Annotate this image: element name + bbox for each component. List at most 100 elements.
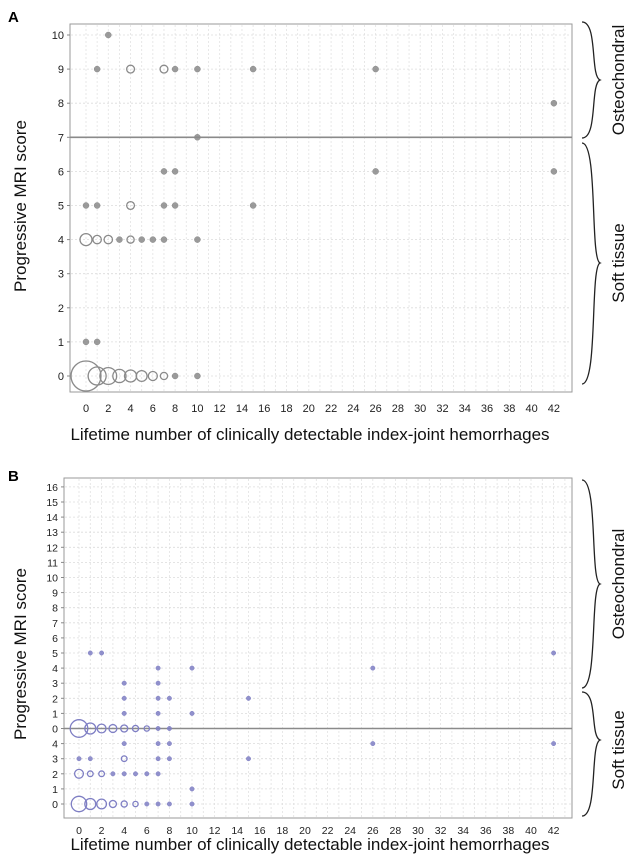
y-tick-label: 8 xyxy=(52,603,58,615)
data-point xyxy=(194,236,201,243)
data-point xyxy=(144,801,150,807)
panel-b-osteochondral-bracket xyxy=(581,479,602,689)
data-point xyxy=(82,202,90,209)
x-tick-label: 38 xyxy=(503,403,515,415)
data-point xyxy=(87,366,107,386)
x-tick-label: 14 xyxy=(236,403,248,415)
data-point xyxy=(189,786,195,792)
data-point xyxy=(189,665,195,671)
panel-b-y-axis-title: Progressive MRI score xyxy=(11,568,30,740)
x-tick-label: 16 xyxy=(258,403,270,415)
panel-b-x-axis-title: Lifetime number of clinically detectable… xyxy=(70,835,549,854)
data-point xyxy=(372,65,379,73)
data-point xyxy=(84,797,97,811)
panel-a-osteochondral-label: Osteochondral xyxy=(609,25,628,136)
x-tick-label: 22 xyxy=(322,825,334,837)
x-tick-label: 42 xyxy=(548,403,560,415)
data-point xyxy=(171,202,179,209)
data-point xyxy=(110,771,116,777)
x-tick-label: 6 xyxy=(144,825,150,837)
panel-a-y-tick-labels: 0 1 2 3 4 5 6 7 8 9 10 xyxy=(52,30,70,383)
data-point xyxy=(144,771,150,777)
data-point xyxy=(143,725,151,732)
panel-a-gridlines xyxy=(71,25,571,391)
data-point xyxy=(149,236,157,243)
panel-a-osteochondral-bracket xyxy=(581,21,602,139)
data-point xyxy=(370,741,376,747)
data-point xyxy=(155,665,161,671)
x-tick-label: 34 xyxy=(457,825,469,837)
panel-a-plot-frame xyxy=(69,23,573,393)
x-tick-label: 0 xyxy=(83,403,89,415)
y-tick-label: 6 xyxy=(58,166,64,178)
panel-a-soft-tissue-bracket xyxy=(581,142,602,385)
y-tick-label: 5 xyxy=(58,201,64,213)
x-tick-label: 8 xyxy=(172,403,178,415)
x-tick-label: 22 xyxy=(325,403,337,415)
x-tick-label: 40 xyxy=(525,403,537,415)
data-point xyxy=(121,695,127,701)
panel-b-soft-tissue-bracket xyxy=(581,691,602,817)
data-point xyxy=(147,370,158,382)
data-point xyxy=(171,65,179,73)
x-tick-label: 10 xyxy=(191,403,203,415)
x-tick-label: 28 xyxy=(390,825,402,837)
data-point xyxy=(166,726,172,731)
data-point xyxy=(120,800,128,808)
x-tick-label: 30 xyxy=(414,403,426,415)
y-tick-label: 8 xyxy=(58,98,64,110)
panel-b-points xyxy=(69,650,557,813)
y-tick-label: 2 xyxy=(58,303,64,315)
y-tick-label: 4 xyxy=(52,663,58,675)
data-point xyxy=(551,741,557,747)
data-point xyxy=(87,650,93,656)
x-tick-label: 2 xyxy=(99,825,105,837)
data-point xyxy=(155,756,161,762)
x-tick-label: 2 xyxy=(105,403,111,415)
x-tick-label: 14 xyxy=(231,825,243,837)
data-point xyxy=(82,338,90,346)
x-tick-label: 24 xyxy=(347,403,359,415)
data-point xyxy=(132,800,139,808)
data-point xyxy=(166,801,172,807)
data-point xyxy=(155,695,161,701)
data-point xyxy=(159,64,169,74)
data-point xyxy=(194,65,201,73)
data-point xyxy=(103,234,114,245)
x-tick-label: 26 xyxy=(370,403,382,415)
data-point xyxy=(155,771,161,777)
y-tick-label: 1 xyxy=(52,784,58,796)
panel-a-soft-tissue-label: Soft tissue xyxy=(609,223,628,302)
data-point xyxy=(189,710,195,716)
x-tick-label: 32 xyxy=(435,825,447,837)
data-point xyxy=(194,134,201,141)
y-tick-label: 9 xyxy=(52,588,58,600)
data-point xyxy=(93,202,101,209)
y-tick-label: 4 xyxy=(58,235,64,247)
data-point xyxy=(121,710,127,716)
data-point xyxy=(98,770,106,778)
data-point xyxy=(108,799,118,809)
data-point xyxy=(93,65,101,73)
data-point xyxy=(120,724,129,733)
y-tick-label: 5 xyxy=(52,648,58,660)
y-tick-label: 13 xyxy=(46,527,58,539)
data-point xyxy=(171,372,179,380)
data-point xyxy=(155,680,161,686)
data-point xyxy=(99,366,118,386)
data-point xyxy=(249,202,257,209)
x-tick-label: 24 xyxy=(344,825,356,837)
y-tick-label: 1 xyxy=(52,708,58,720)
data-point xyxy=(126,235,135,244)
data-point xyxy=(160,168,168,175)
y-tick-label: 2 xyxy=(52,693,58,705)
panel-b-osteochondral-label: Osteochondral xyxy=(609,529,628,640)
x-tick-label: 40 xyxy=(525,825,537,837)
data-point xyxy=(116,236,123,243)
data-point xyxy=(166,741,172,747)
y-tick-label: 14 xyxy=(46,512,58,524)
data-point xyxy=(73,768,85,779)
y-tick-label: 16 xyxy=(46,482,58,494)
